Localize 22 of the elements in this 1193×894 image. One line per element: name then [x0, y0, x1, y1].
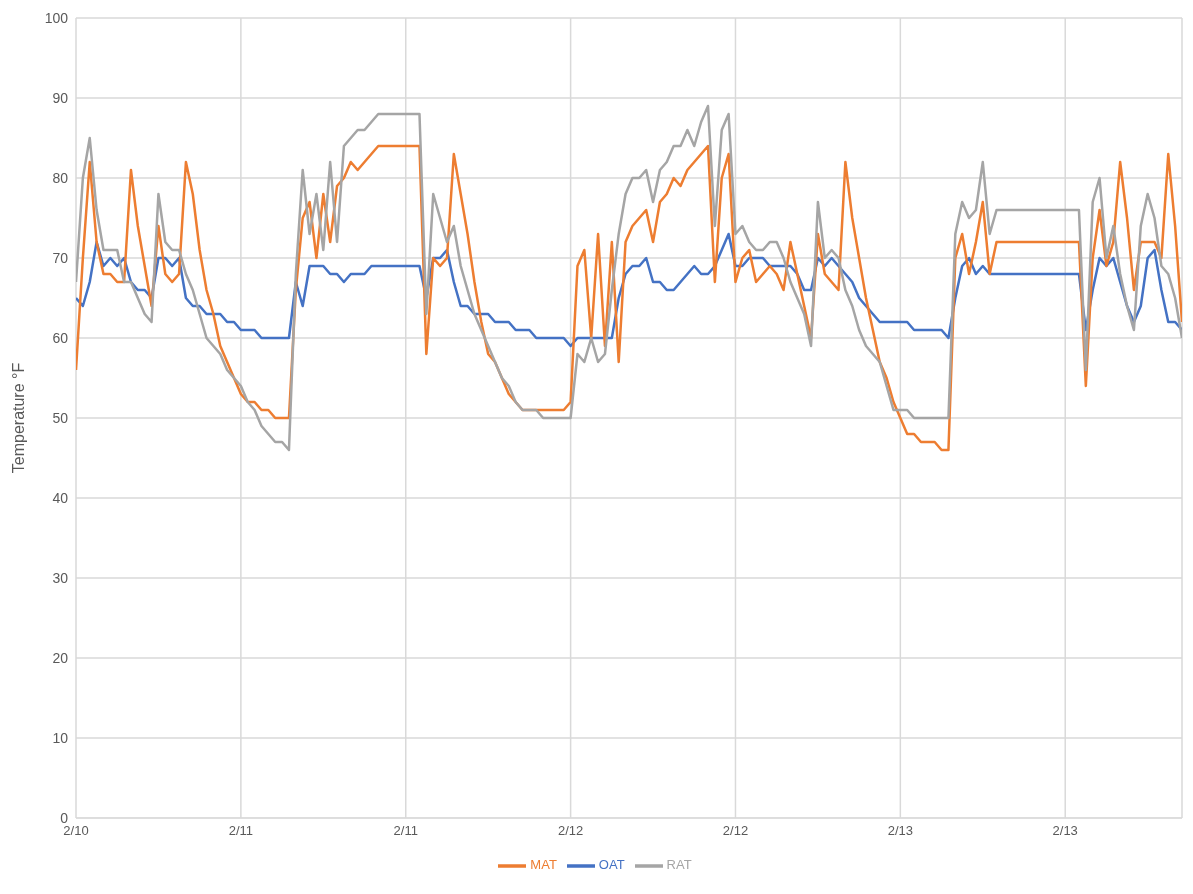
y-tick-label: 10	[52, 729, 69, 746]
x-tick-label: 2/11	[393, 823, 418, 839]
x-tick-label: 2/12	[722, 823, 749, 839]
x-tick-label: 2/11	[228, 823, 254, 839]
legend-label: OAT	[598, 857, 625, 873]
y-tick-label: 100	[44, 9, 69, 26]
x-tick-label: 2/10	[63, 823, 89, 839]
y-tick-label: 80	[52, 169, 69, 186]
y-tick-label: 40	[52, 489, 69, 506]
x-tick-label: 2/13	[1052, 823, 1078, 839]
x-tick-label: 2/13	[887, 823, 913, 839]
y-tick-label: 90	[52, 89, 69, 106]
y-axis-title: Temperature °F	[9, 362, 27, 474]
x-tick-label: 2/12	[557, 823, 584, 839]
y-tick-label: 50	[52, 409, 69, 426]
y-tick-label: 70	[52, 249, 69, 266]
y-tick-label: 30	[52, 569, 69, 586]
y-tick-label: 20	[52, 649, 69, 666]
y-tick-label: 0	[60, 809, 69, 826]
legend-label: MAT	[530, 857, 557, 873]
y-tick-label: 60	[52, 329, 69, 346]
legend-label: RAT	[666, 857, 692, 873]
